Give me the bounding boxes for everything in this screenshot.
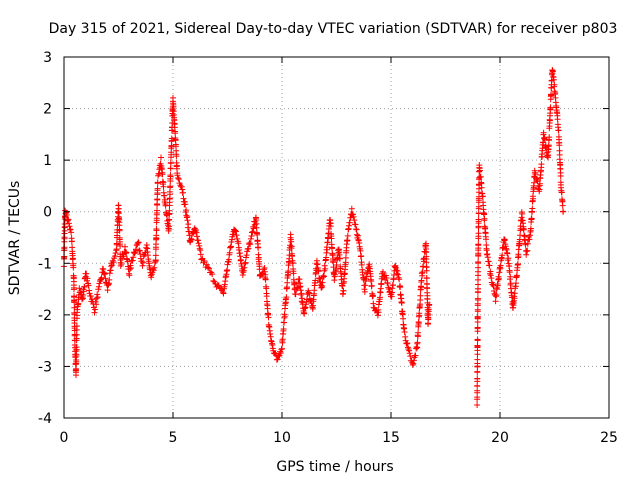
x-axis-label: GPS time / hours [276,459,393,475]
x-tick-label: 10 [273,430,291,446]
y-tick-label: 2 [43,102,52,118]
data-points [61,67,567,408]
plot-frame [63,56,610,419]
y-tick-label: -1 [38,256,52,272]
chart-title: Day 315 of 2021, Sidereal Day-to-day VTE… [49,21,618,37]
y-tick-label: 1 [43,153,52,169]
y-tick-label: -2 [38,308,52,324]
x-tick-label: 20 [491,430,509,446]
x-tick-label: 5 [169,430,178,446]
x-tick-label: 25 [600,430,618,446]
y-tick-label: 3 [43,50,52,66]
y-axis-label: SDTVAR / TECUs [7,181,23,296]
y-tick-label: -4 [38,411,52,427]
series-sdtvar-markers [61,67,567,408]
x-tick-label: 15 [382,430,400,446]
y-tick-label: -3 [38,359,52,375]
axis-ticks: 0 5 10 15 20 25 -4 -3 -2 -1 0 1 2 3 [38,50,618,446]
y-tick-label: 0 [43,205,52,221]
x-tick-label: 0 [60,430,69,446]
